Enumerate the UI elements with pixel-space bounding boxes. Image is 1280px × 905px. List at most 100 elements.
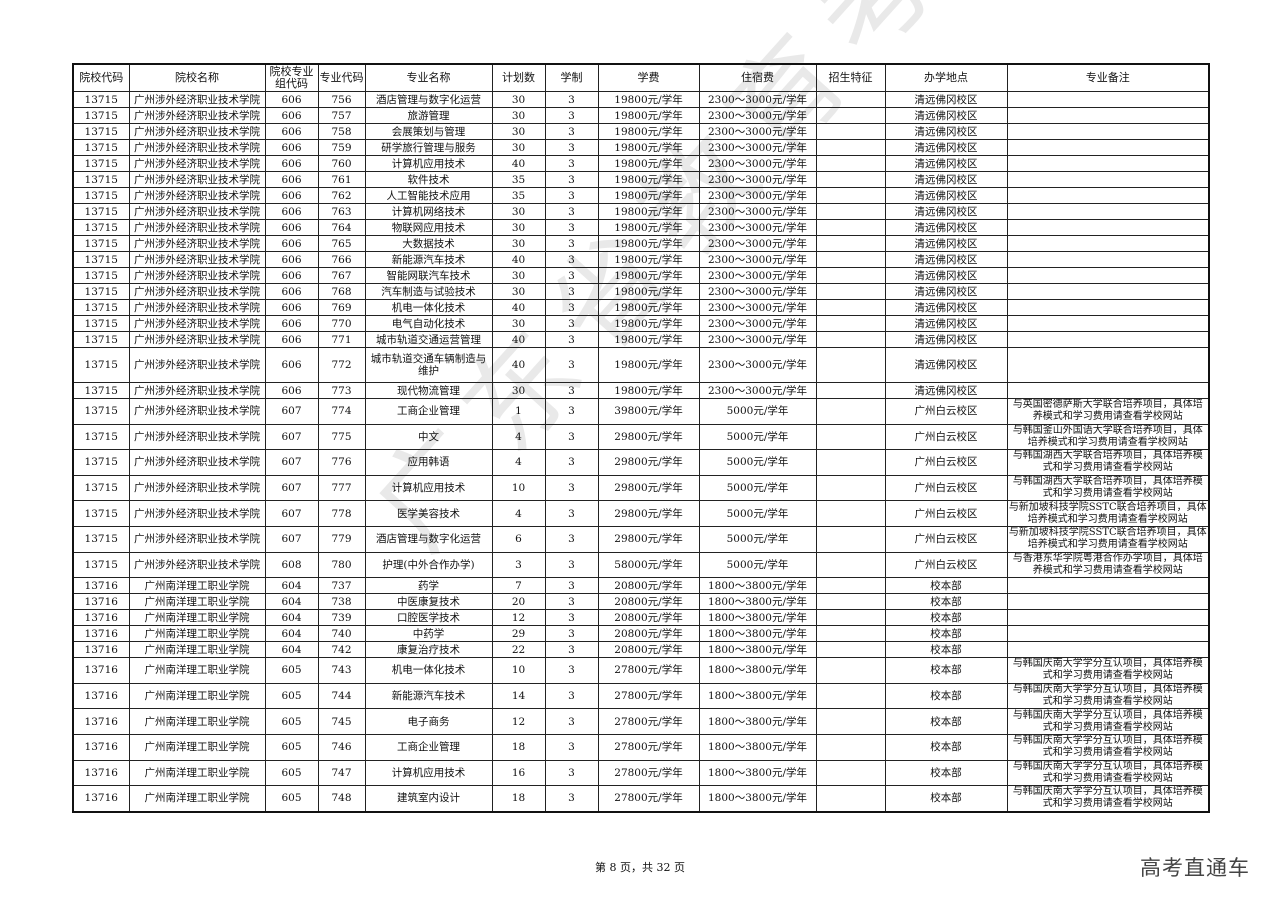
cell-campus: 清远佛冈校区 <box>884 331 1008 348</box>
cell-major-name: 康复治疗技术 <box>364 641 493 659</box>
cell-duration: 3 <box>544 641 599 659</box>
table-row: 13715 广州涉外经济职业技术学院 606 766 新能源汽车技术 40 3 19800元/… <box>72 251 1210 268</box>
cell-major-name: 医学美容技术 <box>364 500 493 527</box>
cell-feature <box>815 171 886 188</box>
cell-major-note: 与新加坡科技学院SSTC联合培养项目，具体培养模式和学习费用请查看学校网站 <box>1006 525 1210 553</box>
cell-group-code: 606 <box>264 347 319 383</box>
cell-duration: 3 <box>544 525 599 553</box>
cell-major-code: 746 <box>317 733 366 761</box>
cell-dorm-fee: 1800～3800元/学年 <box>698 625 817 643</box>
cell-school-name: 广州涉外经济职业技术学院 <box>128 123 266 140</box>
cell-tuition: 20800元/学年 <box>597 593 700 611</box>
cell-plan-count: 20 <box>491 593 546 611</box>
cell-major-note <box>1006 219 1210 236</box>
cell-group-code: 607 <box>264 449 319 476</box>
cell-major-note <box>1006 625 1210 643</box>
cell-dorm-fee: 2300～3000元/学年 <box>698 251 817 268</box>
cell-major-name: 大数据技术 <box>364 235 493 252</box>
cell-tuition: 19800元/学年 <box>597 299 700 316</box>
cell-dorm-fee: 2300～3000元/学年 <box>698 267 817 284</box>
cell-group-code: 607 <box>264 474 319 502</box>
cell-school-code: 13716 <box>72 682 130 710</box>
cell-group-code: 604 <box>264 609 319 627</box>
cell-duration: 3 <box>544 123 599 140</box>
cell-tuition: 20800元/学年 <box>597 625 700 643</box>
cell-tuition: 27800元/学年 <box>597 657 700 684</box>
table-row: 13716 广州南洋理工职业学院 605 748 建筑室内设计 18 3 27800元/学年 1… <box>72 785 1210 813</box>
cell-major-note: 与韩国湖西大学联合培养项目，具体培养模式和学习费用请查看学校网站 <box>1006 474 1210 502</box>
table-row: 13715 广州涉外经济职业技术学院 606 767 智能网联汽车技术 30 3 19800元… <box>72 267 1210 284</box>
cell-major-name: 中药学 <box>364 625 493 643</box>
cell-campus: 校本部 <box>884 625 1008 643</box>
table-row: 13715 广州涉外经济职业技术学院 606 770 电气自动化技术 30 3 19800元/… <box>72 315 1210 332</box>
cell-tuition: 27800元/学年 <box>597 682 700 710</box>
cell-major-code: 747 <box>317 759 366 787</box>
cell-plan-count: 30 <box>491 283 546 300</box>
cell-major-name: 电气自动化技术 <box>364 315 493 332</box>
cell-major-name: 工商企业管理 <box>364 398 493 425</box>
cell-campus: 清远佛冈校区 <box>884 139 1008 156</box>
header-duration: 学制 <box>544 63 599 92</box>
cell-dorm-fee: 1800～3800元/学年 <box>698 593 817 611</box>
cell-major-code: 761 <box>317 171 366 188</box>
cell-major-name: 酒店管理与数字化运营 <box>364 525 493 553</box>
cell-major-note: 与香港东华学院粤港合作办学项目，具体培养模式和学习费用请查看学校网站 <box>1006 551 1210 579</box>
cell-group-code: 605 <box>264 708 319 735</box>
cell-major-name: 物联网应用技术 <box>364 219 493 236</box>
cell-major-name: 应用韩语 <box>364 449 493 476</box>
cell-dorm-fee: 2300～3000元/学年 <box>698 139 817 156</box>
cell-major-code: 757 <box>317 107 366 124</box>
cell-group-code: 604 <box>264 641 319 659</box>
cell-plan-count: 40 <box>491 155 546 172</box>
cell-tuition: 19800元/学年 <box>597 331 700 348</box>
cell-major-note <box>1006 251 1210 268</box>
cell-major-name: 计算机应用技术 <box>364 155 493 172</box>
cell-duration: 3 <box>544 235 599 252</box>
cell-campus: 广州白云校区 <box>884 474 1008 502</box>
cell-dorm-fee: 2300～3000元/学年 <box>698 235 817 252</box>
cell-major-note <box>1006 203 1210 220</box>
cell-dorm-fee: 5000元/学年 <box>698 474 817 502</box>
cell-campus: 广州白云校区 <box>884 525 1008 553</box>
cell-major-note <box>1006 299 1210 316</box>
cell-school-name: 广州涉外经济职业技术学院 <box>128 551 266 579</box>
cell-major-name: 城市轨道交通车辆制造与维护 <box>364 347 493 383</box>
cell-feature <box>815 785 886 813</box>
cell-group-code: 606 <box>264 91 319 108</box>
header-plan-count: 计划数 <box>491 63 546 92</box>
cell-school-code: 13715 <box>72 123 130 140</box>
table-row: 13715 广州涉外经济职业技术学院 606 768 汽车制造与试验技术 30 3 19800… <box>72 283 1210 300</box>
cell-group-code: 605 <box>264 733 319 761</box>
cell-dorm-fee: 1800～3800元/学年 <box>698 708 817 735</box>
cell-school-name: 广州涉外经济职业技术学院 <box>128 449 266 476</box>
cell-major-code: 742 <box>317 641 366 659</box>
cell-school-code: 13715 <box>72 347 130 383</box>
cell-major-note: 与新加坡科技学院SSTC联合培养项目，具体培养模式和学习费用请查看学校网站 <box>1006 500 1210 527</box>
cell-group-code: 605 <box>264 759 319 787</box>
table-row: 13716 广州南洋理工职业学院 604 740 中药学 29 3 20800元/学年 1800… <box>72 625 1210 643</box>
cell-dorm-fee: 2300～3000元/学年 <box>698 187 817 204</box>
cell-school-code: 13716 <box>72 657 130 684</box>
cell-school-code: 13716 <box>72 785 130 813</box>
cell-school-name: 广州涉外经济职业技术学院 <box>128 315 266 332</box>
cell-major-code: 756 <box>317 91 366 108</box>
table-row: 13715 广州涉外经济职业技术学院 608 780 护理(中外合作办学) 3 3 58000… <box>72 551 1210 579</box>
cell-group-code: 607 <box>264 423 319 451</box>
cell-tuition: 27800元/学年 <box>597 733 700 761</box>
cell-duration: 3 <box>544 382 599 399</box>
cell-major-name: 机电一体化技术 <box>364 299 493 316</box>
cell-major-code: 775 <box>317 423 366 451</box>
cell-school-code: 13715 <box>72 187 130 204</box>
cell-school-code: 13715 <box>72 551 130 579</box>
cell-school-code: 13715 <box>72 155 130 172</box>
cell-campus: 清远佛冈校区 <box>884 107 1008 124</box>
table-row: 13716 广州南洋理工职业学院 604 738 中医康复技术 20 3 20800元/学年 1… <box>72 593 1210 611</box>
cell-major-code: 780 <box>317 551 366 579</box>
cell-major-code: 739 <box>317 609 366 627</box>
cell-major-note: 与韩国庆南大学学分互认项目，具体培养模式和学习费用请查看学校网站 <box>1006 785 1210 813</box>
table-row: 13715 广州涉外经济职业技术学院 606 762 人工智能技术应用 35 3 19800元… <box>72 187 1210 204</box>
cell-major-note <box>1006 171 1210 188</box>
cell-group-code: 606 <box>264 171 319 188</box>
cell-major-name: 计算机应用技术 <box>364 759 493 787</box>
cell-plan-count: 10 <box>491 474 546 502</box>
